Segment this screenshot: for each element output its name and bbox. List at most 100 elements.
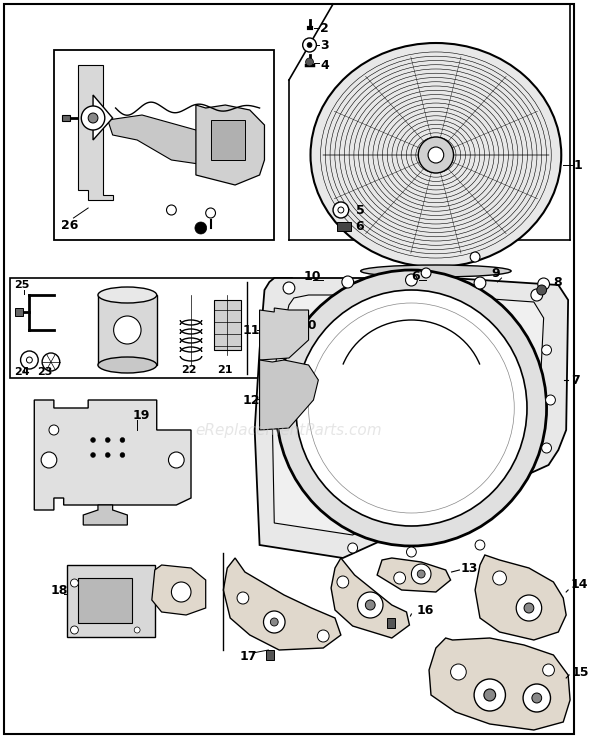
Text: eReplacementParts.com: eReplacementParts.com [196,422,382,438]
Text: 26: 26 [61,218,78,232]
Bar [267,650,274,660]
Circle shape [49,425,59,435]
Circle shape [523,684,550,712]
Text: 20: 20 [299,319,316,331]
Circle shape [296,290,527,526]
Polygon shape [108,115,211,165]
Circle shape [307,43,312,47]
Circle shape [394,572,405,584]
Circle shape [105,438,110,443]
Circle shape [537,278,549,290]
Circle shape [42,353,60,371]
Bar [54,50,274,240]
Ellipse shape [310,43,561,267]
Text: 24: 24 [14,367,30,377]
Circle shape [306,58,313,66]
Circle shape [451,664,466,680]
Polygon shape [260,308,309,360]
Ellipse shape [360,265,511,277]
Circle shape [172,582,191,602]
Text: 6: 6 [356,219,364,232]
Bar [98,295,157,365]
Circle shape [474,679,506,711]
Circle shape [342,276,353,288]
Circle shape [407,547,417,557]
Text: 7: 7 [571,373,580,387]
Polygon shape [260,360,319,430]
Text: 18: 18 [51,584,68,596]
Text: 19: 19 [132,409,150,421]
Polygon shape [83,505,127,525]
Text: 23: 23 [37,367,53,377]
Circle shape [81,106,105,130]
Circle shape [317,630,329,642]
Text: 1: 1 [574,159,583,171]
Circle shape [303,38,316,52]
Polygon shape [255,278,568,558]
Text: 9: 9 [491,266,500,280]
Polygon shape [377,558,451,592]
Circle shape [333,202,349,218]
Circle shape [348,543,358,553]
Text: 3: 3 [320,38,329,52]
Circle shape [484,689,496,701]
Circle shape [542,443,552,453]
Circle shape [338,207,344,213]
Bar [67,565,155,637]
Text: 15: 15 [571,666,589,678]
Circle shape [546,395,555,405]
Polygon shape [224,558,341,650]
Text: 12: 12 [243,393,260,407]
Bar [211,120,245,160]
Circle shape [418,137,454,173]
Circle shape [428,147,444,163]
Text: 13: 13 [460,562,478,574]
Ellipse shape [98,287,157,303]
Text: 5: 5 [356,204,364,216]
Circle shape [475,540,485,550]
Circle shape [169,452,184,468]
Circle shape [358,592,383,618]
Text: 2: 2 [320,21,329,35]
Text: 6: 6 [411,269,420,283]
Circle shape [417,570,425,578]
Circle shape [237,592,249,604]
Polygon shape [93,95,113,140]
Circle shape [71,626,78,634]
Polygon shape [34,400,191,510]
Circle shape [493,571,506,585]
Circle shape [421,268,431,278]
Text: 25: 25 [14,280,29,290]
Circle shape [71,579,78,587]
Circle shape [134,627,140,633]
Polygon shape [475,555,566,640]
Circle shape [114,316,141,344]
Text: 21: 21 [218,365,233,375]
Bar [10,278,292,378]
Circle shape [41,452,57,468]
Circle shape [91,452,96,458]
Circle shape [537,285,546,295]
Circle shape [105,452,110,458]
Bar [15,308,22,316]
Text: 22: 22 [181,365,196,375]
Polygon shape [331,558,409,638]
Bar [62,115,70,121]
Circle shape [91,438,96,443]
Polygon shape [273,295,543,535]
Circle shape [270,618,278,626]
Polygon shape [152,565,206,615]
Circle shape [166,205,176,215]
Circle shape [337,576,349,588]
Circle shape [120,452,125,458]
Circle shape [206,208,215,218]
Circle shape [524,603,534,613]
Text: 16: 16 [417,604,434,616]
Circle shape [532,693,542,703]
Circle shape [470,252,480,262]
Bar [387,618,395,628]
Circle shape [264,611,285,633]
Text: 10: 10 [304,269,321,283]
Text: 11: 11 [243,323,260,337]
Ellipse shape [98,357,157,373]
